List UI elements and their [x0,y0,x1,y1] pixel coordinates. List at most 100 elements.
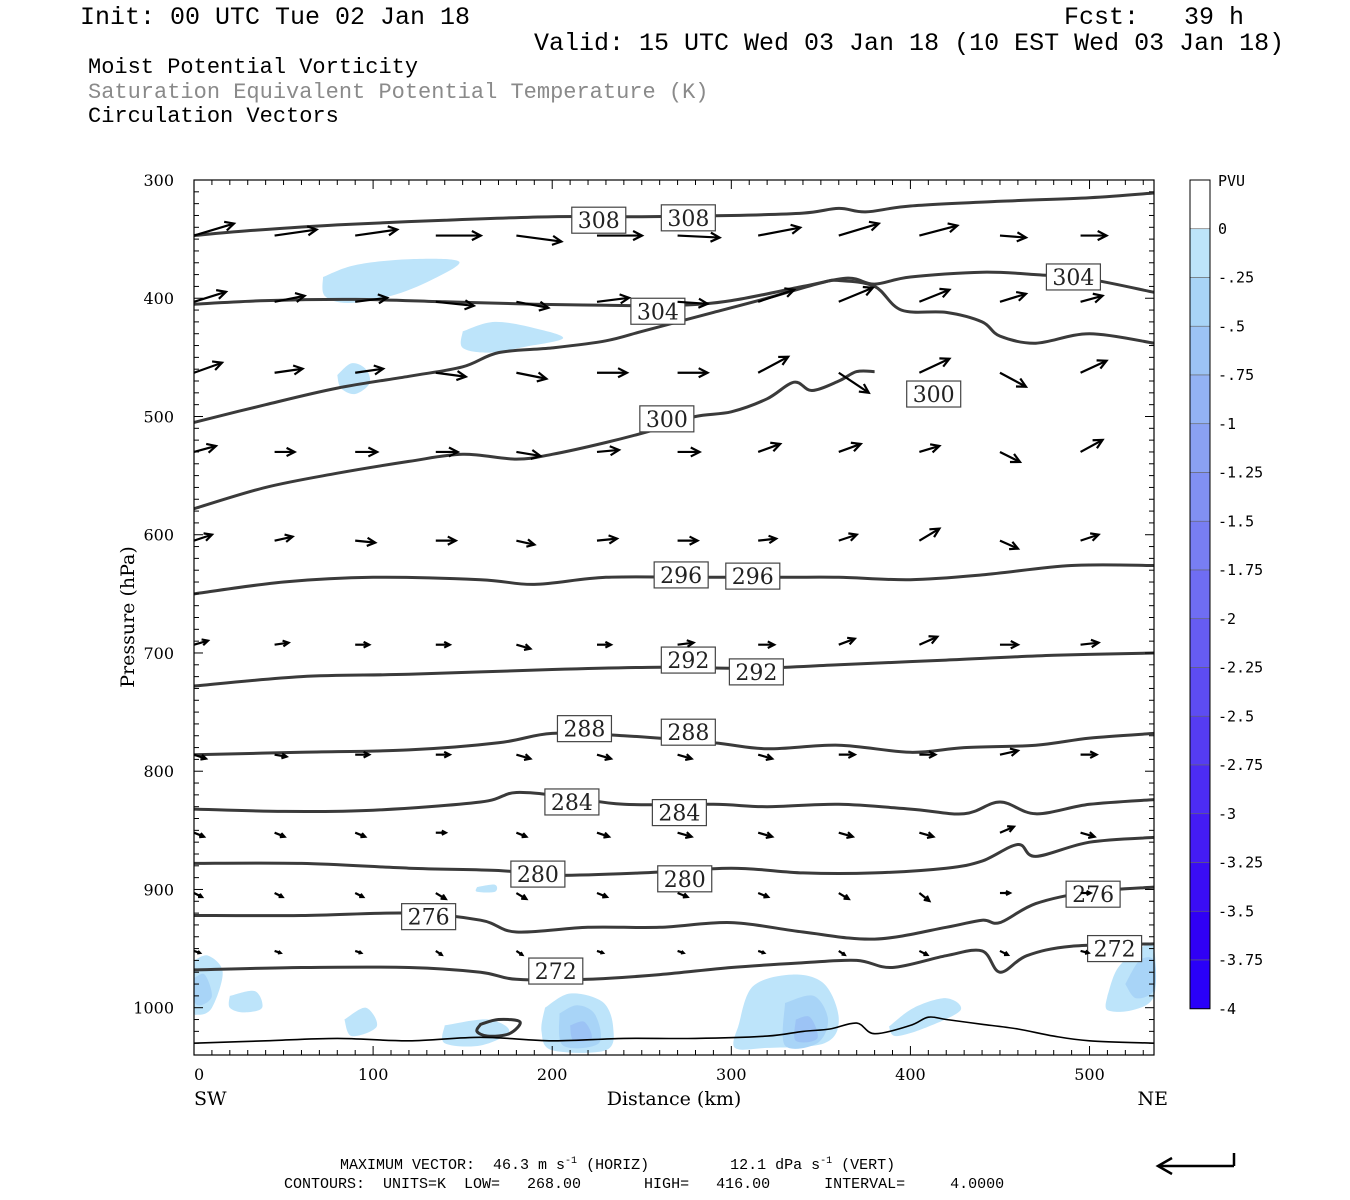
circulation-vector [274,292,307,303]
circulation-vector [355,364,386,376]
y-tick-label: 300 [143,171,174,190]
colorbar-label: -3.5 [1218,902,1254,920]
mpv-shading [193,258,1157,1053]
circulation-vector [1080,750,1099,759]
colorbar-swatch [1189,667,1211,717]
contour-label: 272 [535,960,577,985]
contour-label-box [728,658,784,686]
circulation-vector [516,753,533,761]
contour-label-box [660,718,716,746]
mpv-region [322,258,460,303]
circulation-vector [596,230,645,242]
circulation-vector [515,892,529,901]
circulation-vector [596,293,632,305]
mpv-region [475,884,498,893]
colorbar-swatch [1189,715,1211,766]
circulation-vector [435,892,448,901]
contour-272 [193,942,1155,982]
circulation-vector [596,534,620,545]
title-theta-es: Saturation Equivalent Potential Temperat… [88,80,709,105]
circulation-vector [1080,292,1105,304]
y-tick-label: 500 [143,407,174,426]
circulation-vector [838,750,858,759]
colorbar-swatch [1189,959,1211,1010]
y-axis-label: Pressure (hPa) [117,546,139,688]
circulation-vectors [193,220,1109,957]
colorbar-swatch [1189,423,1211,473]
x-tick-label: 100 [358,1065,389,1084]
colorbar-label: -2.5 [1218,707,1254,725]
mpv-region [888,998,962,1037]
circulation-vector [596,445,622,457]
circulation-vector [999,640,1021,650]
contour-label-box [657,865,713,893]
circulation-vector [757,831,775,840]
circulation-vector [838,532,860,542]
circulation-vector [274,752,289,760]
circulation-vector [919,443,942,454]
contour-label: 280 [517,863,559,888]
colorbar-swatch [1189,228,1211,278]
y-tick-label: 700 [143,644,174,663]
colorbar-label: -2.25 [1218,659,1263,677]
colorbar-label: -3.25 [1218,854,1263,872]
contour-label-box [1086,934,1143,963]
circulation-vector [677,891,690,899]
contour-308 [193,191,1155,238]
contour-label-box [1065,880,1121,908]
contour-label-box [653,561,709,589]
x-tick-label: 500 [1074,1065,1105,1084]
contour-276 [193,885,1155,941]
x-tick-label: 0 [194,1065,204,1084]
contour-label: 288 [563,718,605,743]
reference-vector-icon [1155,1153,1236,1176]
forecast-hour: Fcst: 39 h [1064,3,1245,32]
terrain-line [193,1016,1155,1044]
circulation-vector [596,640,614,649]
colorbar-label: -.75 [1218,366,1254,384]
closed-contour [475,1017,522,1038]
circulation-vector [193,220,237,237]
colorbar-label: -.25 [1218,269,1254,287]
circulation-vector [193,753,209,761]
circulation-vector [838,831,856,840]
circulation-vector [435,950,444,957]
circulation-vector [274,446,298,458]
contour-284 [193,790,1155,816]
circulation-vector [1080,949,1091,955]
circulation-vector [757,949,767,955]
circulation-vector [757,223,803,237]
colorbar-swatch [1189,813,1211,863]
circulation-vector [193,831,207,839]
mpv-region [228,990,263,1013]
colorbar-swatch [1189,325,1211,376]
circulation-vector [999,231,1029,243]
circulation-vector [677,446,703,458]
contour-label: 292 [667,649,709,674]
circulation-vector [919,831,936,840]
contour-info: CONTOURS: UNITS=K LOW= 268.00 HIGH= 416.… [284,1176,1005,1193]
contour-label: 304 [1052,266,1094,291]
circulation-vector [435,750,453,759]
circulation-vector [435,370,469,382]
circulation-vector [193,360,225,374]
mpv-region [1125,957,1157,999]
circulation-vector [838,950,847,957]
circulation-vector [355,225,400,237]
circulation-vector [999,889,1013,897]
mpv-region [460,321,564,353]
x-axis-label: Distance (km) [607,1088,742,1110]
circulation-vector [596,831,612,839]
colorbar-label: -2.75 [1218,756,1263,774]
title-vectors: Circulation Vectors [88,104,339,129]
circulation-vector [516,371,549,383]
circulation-vector [918,527,942,542]
circulation-vector [193,442,219,454]
circulation-vector [435,299,477,311]
y-tick-label: 800 [143,762,174,781]
colorbar-label: -.5 [1218,317,1245,335]
circulation-vector [274,831,287,839]
contour-304 [193,270,1155,308]
contour-label: 304 [637,300,679,325]
contour-300 [193,278,1155,424]
